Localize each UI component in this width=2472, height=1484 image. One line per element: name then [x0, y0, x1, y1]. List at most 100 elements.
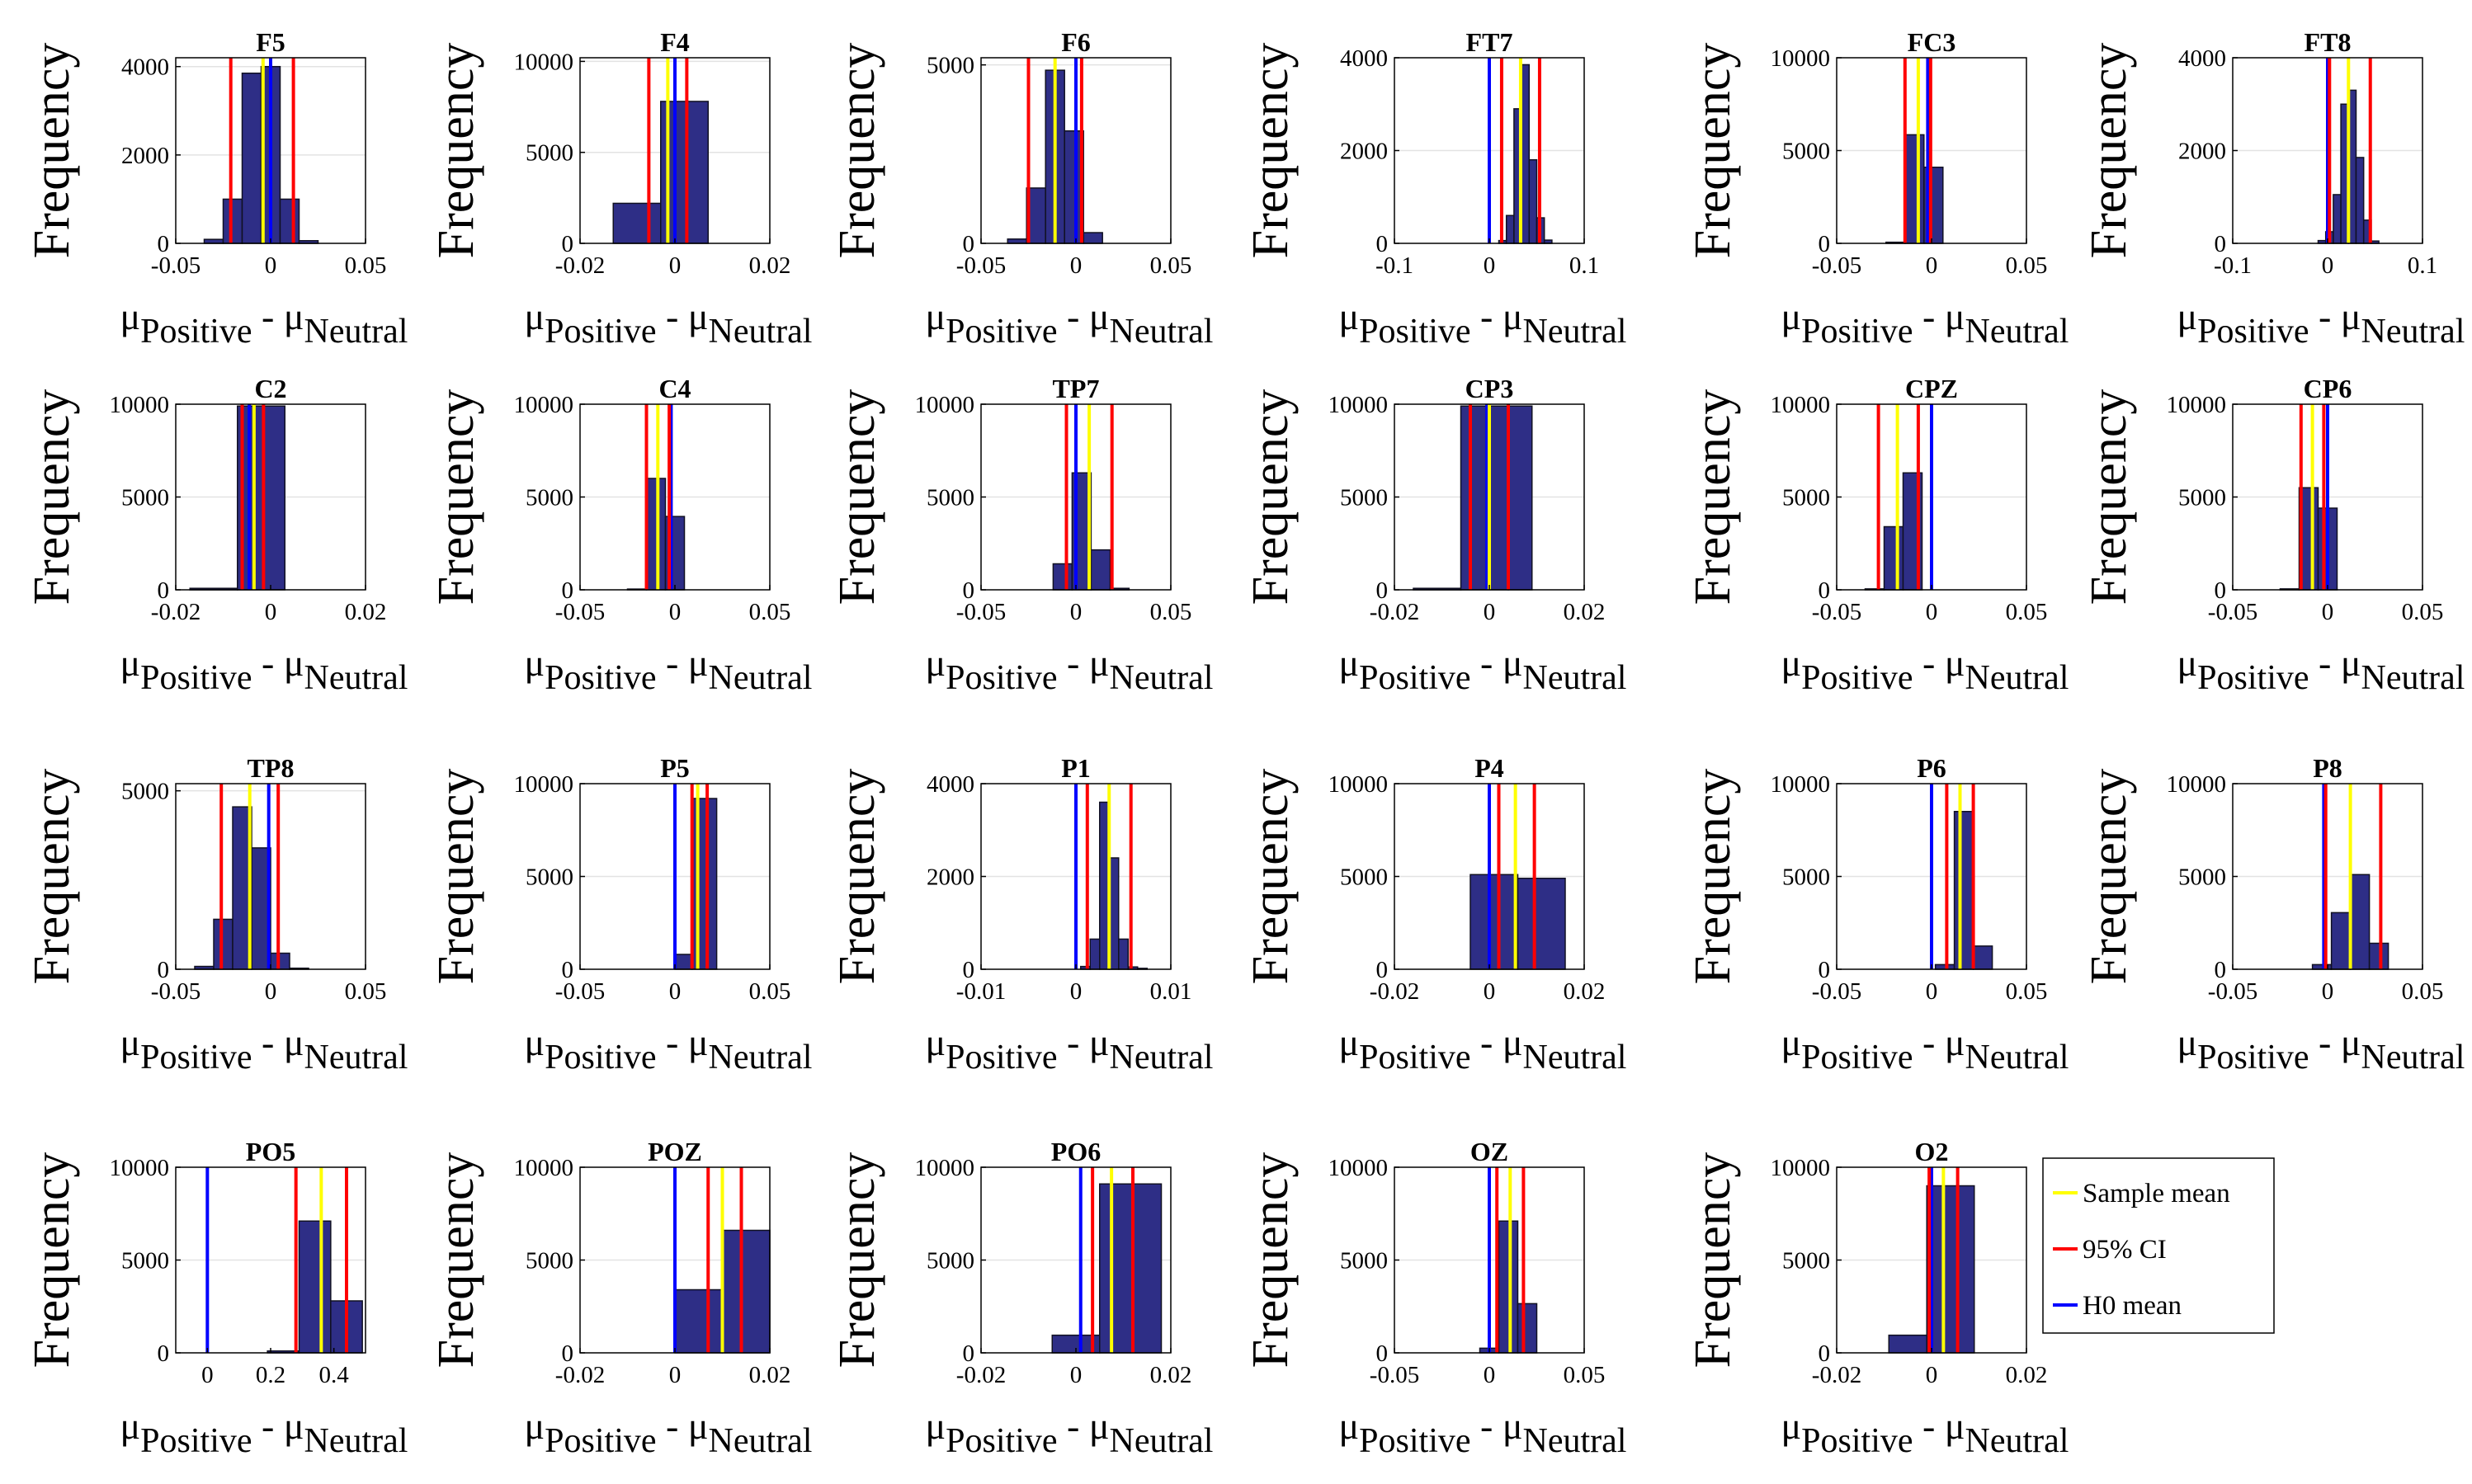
y-axis-label: Frequency	[829, 43, 885, 259]
y-axis-label: Frequency	[2081, 43, 2137, 259]
panel-title: F6	[1061, 27, 1091, 57]
subscript-positive: Positive	[2197, 1039, 2309, 1076]
histogram-bar	[1904, 134, 1925, 244]
y-tick-label: 10000	[514, 392, 574, 418]
y-tick-label: 0	[158, 957, 170, 983]
histogram-bar	[1972, 945, 1993, 970]
x-axis-label: μPositive - μNeutral	[1339, 295, 1627, 351]
mu-symbol: μ	[2341, 642, 2361, 684]
y-tick-label: 0	[562, 577, 574, 604]
y-axis-label: Frequency	[2081, 389, 2137, 605]
x-axis-label: μPositive - μNeutral	[926, 642, 1214, 697]
subscript-positive: Positive	[946, 659, 1057, 697]
subscript-positive: Positive	[946, 1039, 1057, 1076]
minus-sign: -	[657, 295, 688, 337]
histogram-bar	[1926, 1185, 1975, 1354]
histogram-bar	[1888, 1334, 1927, 1354]
x-tick-label: 0.02	[1564, 978, 1606, 1005]
mu-symbol: μ	[1781, 1405, 1802, 1447]
panel-title: FT8	[2305, 27, 2352, 57]
histogram-bar	[298, 1220, 332, 1354]
x-tick-label: 0	[1484, 978, 1496, 1005]
minus-sign: -	[657, 642, 688, 684]
minus-sign: -	[1913, 642, 1945, 684]
x-tick-label: -0.02	[1812, 1362, 1861, 1388]
minus-sign: -	[1913, 1021, 1945, 1063]
subscript-neutral: Neutral	[1523, 659, 1627, 697]
panel-title: CP3	[1465, 374, 1514, 403]
histogram-bar	[1099, 1183, 1163, 1354]
histogram-bar	[1460, 405, 1509, 591]
y-axis-label: Frequency	[1243, 769, 1299, 985]
y-axis-label: Frequency	[1243, 389, 1299, 605]
minus-sign: -	[1471, 1021, 1503, 1063]
mu-symbol: μ	[1339, 642, 1360, 684]
histogram-bar	[1505, 214, 1515, 244]
x-tick-label: -0.1	[2214, 252, 2252, 279]
x-tick-label: 0	[265, 252, 277, 279]
mu-symbol: μ	[688, 1405, 709, 1447]
mu-symbol: μ	[2177, 642, 2198, 684]
mu-symbol: μ	[1089, 1405, 1110, 1447]
y-tick-label: 0	[1819, 957, 1831, 983]
x-axis-label: μPositive - μNeutral	[1339, 642, 1627, 697]
mu-symbol: μ	[120, 1405, 141, 1447]
histogram-bar	[270, 952, 290, 970]
subscript-positive: Positive	[140, 659, 252, 697]
x-axis-label: μPositive - μNeutral	[1339, 1021, 1627, 1076]
y-tick-label: 10000	[1771, 45, 1831, 72]
mu-symbol: μ	[1503, 642, 1523, 684]
histogram-bar	[1507, 405, 1533, 591]
mu-symbol: μ	[1781, 642, 1802, 684]
mu-symbol: μ	[120, 295, 141, 337]
subscript-neutral: Neutral	[1110, 1039, 1214, 1076]
x-tick-label: -0.05	[555, 978, 605, 1005]
mu-symbol: μ	[1781, 1021, 1802, 1063]
y-tick-label: 0	[562, 231, 574, 257]
x-tick-label: -0.02	[1370, 599, 1419, 625]
panel-title: F4	[660, 27, 690, 57]
x-tick-label: 0.05	[749, 599, 791, 625]
mu-symbol: μ	[926, 295, 946, 337]
histogram-bar	[612, 202, 662, 244]
histogram-bar	[2368, 942, 2389, 970]
y-tick-label: 5000	[121, 779, 169, 805]
x-axis-label: μPositive - μNeutral	[1781, 1021, 2069, 1076]
histogram-bar	[2355, 157, 2365, 244]
x-tick-label: -0.05	[2208, 599, 2257, 625]
y-tick-label: 0	[1819, 1340, 1831, 1367]
y-axis-label: Frequency	[1685, 389, 1741, 605]
histogram-bar	[1498, 1220, 1519, 1354]
y-tick-label: 0	[963, 957, 975, 983]
x-axis-label: μPositive - μNeutral	[120, 295, 408, 351]
y-tick-label: 10000	[915, 392, 975, 418]
y-tick-label: 0	[562, 957, 574, 983]
x-tick-label: 0	[669, 978, 682, 1005]
y-tick-label: 0	[963, 577, 975, 604]
subscript-positive: Positive	[1801, 659, 1913, 697]
y-axis-label: Frequency	[428, 389, 484, 605]
x-tick-label: -0.02	[956, 1362, 1006, 1388]
histogram-bar	[222, 198, 243, 244]
minus-sign: -	[1913, 1405, 1945, 1447]
y-tick-label: 5000	[2178, 485, 2226, 511]
histogram-bar	[241, 73, 262, 244]
histogram-bar	[645, 478, 667, 591]
y-tick-label: 2000	[2178, 139, 2226, 165]
subscript-neutral: Neutral	[1965, 313, 2069, 351]
panel-title: F5	[256, 27, 285, 57]
y-tick-label: 0	[1376, 957, 1389, 983]
y-tick-label: 0	[963, 231, 975, 257]
minus-sign: -	[1471, 1405, 1503, 1447]
y-tick-label: 5000	[526, 1248, 573, 1274]
panel-title: P8	[2313, 753, 2342, 783]
panel-title: FT7	[1466, 27, 1513, 57]
x-tick-label: -0.05	[1812, 978, 1861, 1005]
y-tick-label: 10000	[2167, 771, 2227, 798]
